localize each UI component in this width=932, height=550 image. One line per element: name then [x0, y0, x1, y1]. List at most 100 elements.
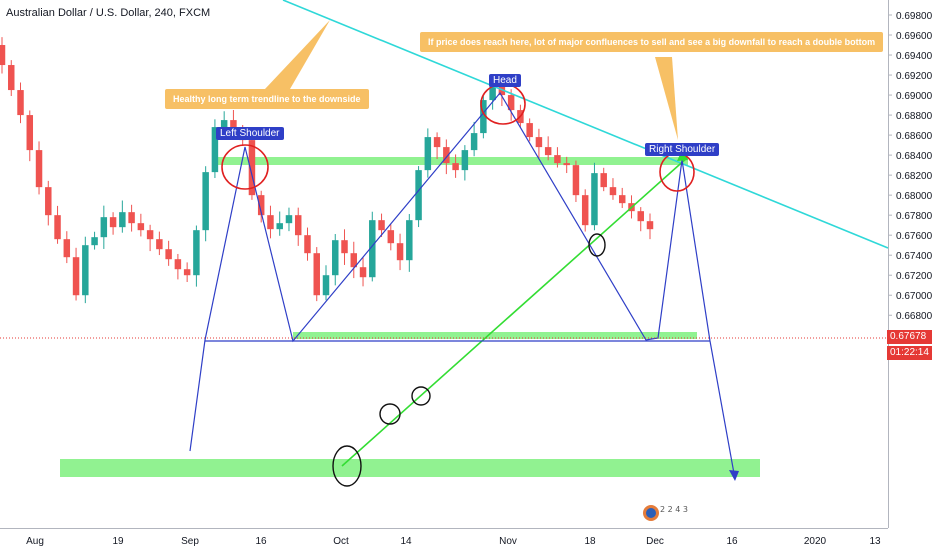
candle-body	[82, 245, 89, 296]
time-axis[interactable]: Aug 19 Sep 16 Oct 14 Nov 18 Dec 16 2020 13	[26, 536, 881, 547]
neckline-zone	[293, 332, 697, 339]
candle-body	[618, 195, 626, 204]
candle-body	[581, 195, 589, 226]
candle-body	[230, 120, 237, 131]
candle-body	[26, 115, 34, 151]
candle-body	[535, 137, 543, 148]
y-tick-label: 0.66800	[896, 311, 932, 322]
candle-body	[72, 257, 80, 296]
candle-body	[554, 155, 561, 164]
candle-body	[544, 147, 552, 156]
candle-body	[220, 120, 228, 128]
candle-body	[146, 230, 154, 240]
x-tick-label: Nov	[499, 536, 517, 547]
low2-circle	[411, 386, 431, 406]
y-tick-label: 0.67400	[896, 251, 932, 262]
last-price-flag: 0.67678	[887, 330, 932, 344]
left-shoulder-circle	[221, 144, 269, 190]
candle-body	[248, 140, 256, 196]
y-tick-label: 0.69000	[896, 91, 932, 102]
confluence-note[interactable]: If price does reach here, lot of major c…	[420, 32, 884, 52]
candle-body	[591, 173, 598, 226]
candle-body	[45, 187, 52, 216]
candle-body	[211, 127, 219, 173]
x-tick-label: 19	[112, 536, 124, 547]
y-tick-label: 0.68200	[896, 171, 932, 182]
x-tick-label: 2020	[804, 536, 827, 547]
candle-body	[396, 243, 404, 261]
trendline-note[interactable]: Healthy long term trendline to the downs…	[165, 89, 369, 109]
y-tick-label: 0.68400	[896, 151, 932, 162]
x-tick-label: 14	[400, 536, 412, 547]
candle-body	[91, 237, 98, 246]
candle-body	[322, 275, 330, 296]
candle-body	[461, 150, 469, 171]
candle-body	[433, 137, 441, 148]
y-tick-label: 0.68000	[896, 191, 932, 202]
y-tick-label: 0.67000	[896, 291, 932, 302]
y-tick-label: 0.69800	[896, 11, 932, 22]
price-axis[interactable]: 0.69800 0.69600 0.69400 0.69200 0.69000 0.688…	[888, 11, 932, 342]
candle-body	[443, 147, 450, 164]
low1-circle	[379, 403, 401, 425]
candle-body	[8, 65, 15, 91]
candle-body	[480, 100, 487, 134]
candle-body	[489, 85, 496, 101]
candle-body	[350, 253, 358, 268]
candle-body	[304, 235, 311, 254]
svg-text:2 2 4 3: 2 2 4 3	[660, 505, 688, 514]
confluence-note-pointer	[655, 57, 678, 140]
target-arrowhead	[729, 470, 739, 481]
candle-body	[165, 249, 172, 260]
candle-body	[0, 45, 6, 66]
candle-body	[600, 173, 607, 188]
candle-body	[183, 269, 191, 276]
x-tick-label: Dec	[646, 536, 664, 547]
candle-body	[257, 195, 265, 216]
candle-body	[276, 223, 283, 230]
candle-body	[452, 163, 459, 171]
candle-body	[294, 215, 302, 236]
y-tick-label: 0.67600	[896, 231, 932, 242]
candle-body	[174, 259, 182, 270]
bottom-circle	[332, 445, 362, 487]
retest-circle	[588, 233, 606, 257]
candle-body	[387, 230, 395, 244]
candle-body	[137, 223, 145, 231]
candle-body	[313, 253, 320, 296]
x-tick-label: 16	[726, 536, 738, 547]
candle-body	[507, 95, 515, 111]
x-tick-label: Sep	[181, 536, 199, 547]
logo-icon: 2 2 4 3	[643, 505, 688, 521]
x-tick-label: Oct	[333, 536, 349, 547]
candle-body	[54, 215, 61, 240]
x-tick-label: 16	[255, 536, 267, 547]
candle-body	[609, 187, 617, 196]
uptrend-line[interactable]	[341, 156, 689, 467]
candle-layer	[0, 37, 654, 304]
candle-body	[646, 221, 654, 230]
candle-body	[359, 267, 367, 278]
candle-body	[406, 220, 413, 261]
candle-body	[285, 215, 293, 224]
candle-body	[378, 220, 385, 231]
candle-body	[415, 170, 422, 221]
right-shoulder-label[interactable]: Right Shoulder	[645, 143, 720, 156]
candle-body	[193, 230, 200, 276]
head-shoulders-pattern[interactable]	[189, 91, 736, 480]
y-tick-label: 0.68600	[896, 131, 932, 142]
countdown-flag: 01:22:14	[887, 346, 932, 360]
candle-body	[156, 239, 163, 250]
candle-body	[267, 215, 274, 230]
y-tick-label: 0.67800	[896, 211, 932, 222]
y-tick-label: 0.67200	[896, 271, 932, 282]
candle-body	[202, 172, 209, 231]
candle-body	[35, 150, 43, 188]
candle-body	[119, 212, 126, 228]
y-tick-label: 0.69200	[896, 71, 932, 82]
head-label[interactable]: Head	[489, 74, 521, 87]
left-shoulder-label[interactable]: Left Shoulder	[216, 127, 284, 140]
downtrend-line[interactable]	[282, 0, 889, 249]
x-tick-label: 13	[869, 536, 881, 547]
